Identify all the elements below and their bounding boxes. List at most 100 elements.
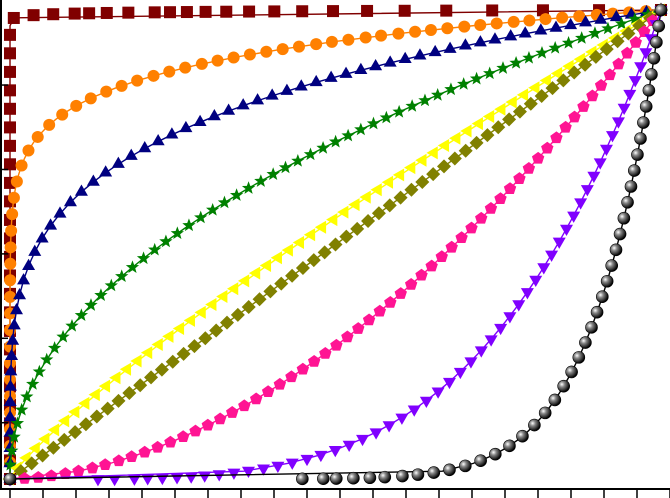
data-point bbox=[148, 242, 162, 256]
data-point bbox=[230, 307, 245, 322]
data-point bbox=[480, 128, 495, 143]
data-point bbox=[632, 18, 647, 33]
data-point bbox=[243, 5, 256, 18]
data-point bbox=[43, 118, 56, 131]
data-point bbox=[198, 471, 212, 483]
data-point bbox=[26, 377, 40, 390]
data-point bbox=[449, 131, 461, 145]
data-point bbox=[473, 35, 487, 47]
data-point bbox=[4, 274, 17, 287]
data-point bbox=[83, 7, 96, 20]
data-point bbox=[396, 469, 409, 483]
data-point bbox=[545, 250, 559, 262]
data-point bbox=[119, 362, 132, 376]
data-point bbox=[151, 338, 163, 352]
data-point bbox=[507, 15, 520, 28]
data-point bbox=[182, 218, 196, 232]
data-point bbox=[28, 441, 40, 455]
data-point bbox=[3, 472, 17, 486]
data-point bbox=[260, 45, 273, 58]
series-layer bbox=[2, 2, 668, 487]
data-point bbox=[586, 89, 599, 102]
series-sphere bbox=[3, 3, 668, 486]
data-point bbox=[124, 148, 138, 160]
data-point bbox=[545, 81, 560, 96]
data-point bbox=[111, 156, 125, 168]
data-point bbox=[337, 205, 349, 219]
data-point bbox=[398, 4, 411, 17]
data-point bbox=[4, 65, 16, 78]
data-point bbox=[627, 164, 641, 177]
data-point bbox=[281, 243, 293, 257]
data-point bbox=[328, 446, 342, 458]
data-point bbox=[342, 440, 356, 452]
data-point bbox=[441, 22, 454, 35]
data-point bbox=[539, 13, 552, 26]
data-point bbox=[528, 418, 541, 432]
data-point bbox=[7, 429, 21, 443]
data-point bbox=[57, 432, 72, 447]
data-point bbox=[531, 151, 545, 164]
data-point bbox=[3, 410, 17, 422]
data-point bbox=[70, 99, 83, 112]
data-point bbox=[445, 240, 458, 253]
data-point bbox=[369, 58, 383, 71]
data-point bbox=[488, 32, 502, 44]
series-star bbox=[3, 3, 668, 485]
data-point bbox=[265, 88, 279, 100]
data-point bbox=[98, 379, 111, 393]
data-point bbox=[115, 269, 129, 283]
data-point bbox=[382, 421, 396, 433]
data-point bbox=[404, 161, 416, 175]
data-point bbox=[328, 134, 343, 148]
data-point bbox=[458, 38, 472, 50]
data-point bbox=[539, 74, 551, 87]
data-point bbox=[32, 364, 47, 378]
data-point bbox=[617, 103, 631, 116]
data-point bbox=[383, 55, 397, 67]
data-point bbox=[68, 425, 83, 440]
data-point bbox=[130, 354, 142, 368]
data-point bbox=[362, 313, 376, 326]
data-point bbox=[494, 102, 506, 116]
data-point bbox=[556, 11, 569, 24]
data-point bbox=[309, 74, 323, 87]
data-point bbox=[241, 466, 255, 479]
data-point bbox=[7, 318, 21, 330]
data-point bbox=[180, 6, 193, 19]
data-point bbox=[254, 174, 268, 187]
data-point bbox=[354, 62, 368, 74]
data-point bbox=[6, 208, 19, 221]
data-point bbox=[303, 228, 316, 242]
data-point bbox=[201, 418, 214, 431]
data-point bbox=[458, 143, 473, 158]
data-point bbox=[229, 188, 244, 201]
data-point bbox=[594, 79, 608, 91]
data-point bbox=[151, 440, 164, 453]
data-point bbox=[172, 321, 185, 335]
data-point bbox=[53, 206, 67, 218]
data-point bbox=[642, 84, 656, 97]
data-point bbox=[109, 371, 121, 385]
data-point bbox=[241, 300, 256, 315]
data-point bbox=[165, 354, 180, 369]
data-point bbox=[261, 385, 275, 398]
data-point bbox=[209, 323, 224, 338]
data-point bbox=[112, 454, 125, 467]
data-point bbox=[199, 5, 212, 18]
data-point bbox=[578, 57, 593, 72]
data-point bbox=[179, 120, 193, 133]
data-point bbox=[131, 74, 144, 87]
data-point bbox=[86, 174, 100, 186]
data-point bbox=[164, 435, 177, 448]
data-point bbox=[352, 322, 365, 334]
data-point bbox=[248, 266, 261, 280]
data-point bbox=[84, 298, 98, 311]
data-point bbox=[577, 100, 590, 112]
data-point bbox=[86, 461, 99, 474]
data-point bbox=[252, 292, 267, 307]
data-point bbox=[194, 210, 208, 224]
data-point bbox=[370, 183, 382, 197]
data-point bbox=[392, 27, 405, 40]
data-point bbox=[585, 321, 598, 334]
